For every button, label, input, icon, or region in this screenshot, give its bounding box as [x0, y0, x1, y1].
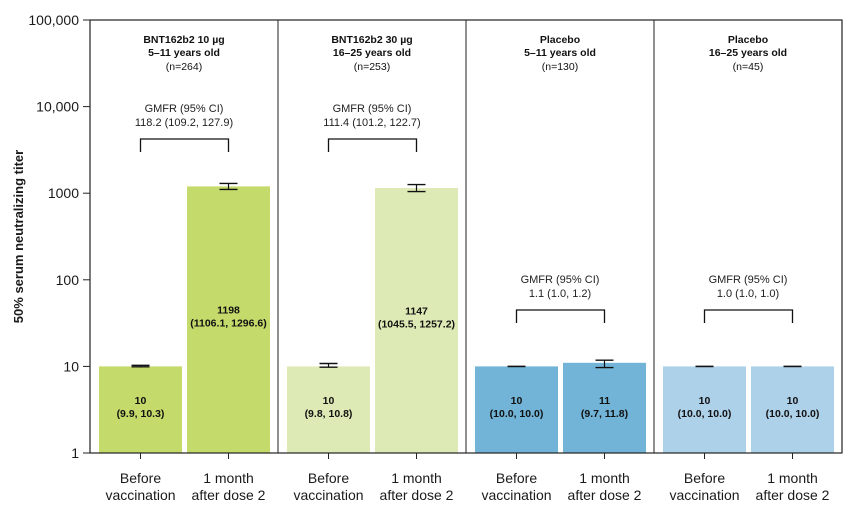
- x-category-label: Before: [308, 470, 349, 486]
- plot-frame: [89, 19, 843, 454]
- gmfr-header: GMFR (95% CI): [145, 103, 224, 115]
- data-label: 1198: [217, 305, 240, 317]
- x-category-label: after dose 2: [192, 487, 266, 503]
- panel-n: (n=45): [733, 61, 764, 73]
- data-ci-label: (1106.1, 1296.6): [190, 318, 266, 330]
- bar: [99, 366, 182, 453]
- panel-n: (n=130): [542, 61, 578, 73]
- x-category-label: 1 month: [391, 470, 442, 486]
- bar: [751, 366, 834, 453]
- data-ci-label: (10.0, 10.0): [490, 408, 544, 420]
- gmfr-bracket: [327, 138, 418, 152]
- data-label: 10: [323, 395, 335, 407]
- y-tick-label: 1000: [48, 185, 79, 201]
- x-category-label: vaccination: [105, 487, 175, 503]
- data-ci-label: (9.8, 10.8): [305, 408, 353, 420]
- panel-subtitle: 16–25 years old: [709, 47, 787, 59]
- gmfr-header: GMFR (95% CI): [333, 103, 412, 115]
- y-axis-label: 50% serum neutralizing titer: [11, 150, 26, 323]
- panel-n: (n=264): [166, 61, 202, 73]
- y-tick-label: 100,000: [28, 12, 79, 28]
- panel-title: BNT162b2 30 µg: [331, 34, 412, 46]
- x-category-label: vaccination: [293, 487, 363, 503]
- data-ci-label: (1045.5, 1257.2): [378, 319, 455, 331]
- bar: [563, 362, 646, 453]
- data-ci-label: (10.0, 10.0): [766, 408, 820, 420]
- y-tick-label: 10: [63, 358, 79, 374]
- x-category-label: 1 month: [579, 470, 630, 486]
- x-category-label: after dose 2: [756, 487, 830, 503]
- data-ci-label: (9.9, 10.3): [117, 408, 165, 420]
- gmfr-value: 111.4 (101.2, 122.7): [323, 117, 420, 129]
- panel-subtitle: 5–11 years old: [148, 47, 220, 59]
- y-tick-label: 1: [71, 445, 79, 461]
- panel-subtitle: 16–25 years old: [333, 47, 411, 59]
- data-label: 1147: [405, 306, 428, 318]
- data-label: 10: [135, 395, 147, 407]
- gmfr-bracket: [139, 138, 230, 152]
- gmfr-bracket: [515, 309, 606, 323]
- x-category-label: after dose 2: [568, 487, 642, 503]
- data-label: 10: [787, 395, 799, 407]
- bar: [475, 366, 558, 453]
- bar: [663, 366, 746, 453]
- bar: [375, 188, 458, 453]
- data-ci-label: (10.0, 10.0): [678, 408, 732, 420]
- x-category-label: Before: [120, 470, 161, 486]
- gmfr-value: 1.1 (1.0, 1.2): [529, 288, 591, 300]
- panel-title: BNT162b2 10 µg: [143, 34, 224, 46]
- gmfr-header: GMFR (95% CI): [709, 274, 788, 286]
- gmfr-value: 118.2 (109.2, 127.9): [135, 117, 233, 129]
- bar: [287, 366, 370, 453]
- data-label: 11: [599, 395, 610, 407]
- panel-title: Placebo: [728, 34, 768, 46]
- x-category-label: 1 month: [767, 470, 818, 486]
- y-tick-label: 10,000: [36, 99, 79, 115]
- gmfr-bracket: [703, 309, 794, 323]
- y-tick-label: 100: [56, 272, 80, 288]
- x-category-label: Before: [496, 470, 537, 486]
- x-category-label: Before: [684, 470, 725, 486]
- panel-title: Placebo: [540, 34, 580, 46]
- x-category-label: 1 month: [203, 470, 254, 486]
- x-category-label: vaccination: [669, 487, 739, 503]
- data-ci-label: (9.7, 11.8): [581, 408, 628, 420]
- data-label: 10: [511, 395, 523, 407]
- panel-n: (n=253): [354, 61, 390, 73]
- panel-subtitle: 5–11 years old: [524, 47, 596, 59]
- bar: [187, 186, 270, 453]
- x-category-label: vaccination: [481, 487, 551, 503]
- gmfr-value: 1.0 (1.0, 1.0): [717, 288, 779, 300]
- gmfr-header: GMFR (95% CI): [521, 274, 600, 286]
- data-label: 10: [699, 395, 711, 407]
- x-category-label: after dose 2: [380, 487, 454, 503]
